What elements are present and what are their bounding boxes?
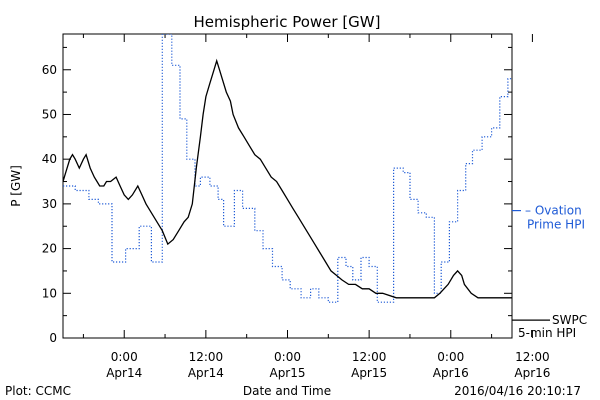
- x-tick-time-label: 0:00: [111, 350, 138, 364]
- y-tick-label: 40: [42, 152, 57, 166]
- y-tick-label: 10: [42, 286, 57, 300]
- x-tick-time-label: 12:00: [352, 350, 387, 364]
- timestamp: 2016/04/16 20:10:17: [454, 384, 581, 398]
- x-tick-time-label: 0:00: [274, 350, 301, 364]
- x-tick-date-label: Apr15: [269, 366, 305, 380]
- x-tick-date-label: Apr14: [188, 366, 224, 380]
- legend-ovation-label-line2: Prime HPI: [527, 218, 585, 232]
- y-tick-label: 30: [42, 197, 57, 211]
- x-tick-time-label: 12:00: [515, 350, 550, 364]
- plot-credit: Plot: CCMC: [5, 384, 71, 398]
- legend-swpc-label-line1: SWPC: [552, 313, 587, 327]
- chart-title: Hemispheric Power [GW]: [194, 13, 381, 31]
- x-tick-time-label: 0:00: [437, 350, 464, 364]
- y-tick-label: 20: [42, 242, 57, 256]
- legend-ovation-label-line1: – Ovation: [525, 204, 582, 218]
- x-tick-time-label: 12:00: [189, 350, 224, 364]
- x-tick-date-label: Apr14: [106, 366, 142, 380]
- x-axis-label: Date and Time: [243, 384, 331, 398]
- series-ovation-prime-line: [63, 34, 512, 303]
- y-tick-label: 60: [42, 63, 57, 77]
- legend: – Ovation Prime HPI SWPC 5-min HPI: [512, 204, 587, 340]
- x-tick-date-label: Apr15: [351, 366, 387, 380]
- y-tick-label: 0: [49, 331, 57, 345]
- x-tick-date-label: Apr16: [433, 366, 469, 380]
- x-axis: 0:00 Apr14 12:00 Apr14 0:00 Apr15 12:00 Apr15 0:…: [82, 34, 550, 380]
- plot-frame: [62, 33, 513, 339]
- series-swpc-line: [63, 58, 512, 299]
- x-tick-date-label: Apr16: [514, 366, 550, 380]
- y-axis: 0 10 20 30 40 50 60: [42, 46, 512, 345]
- y-tick-label: 50: [42, 107, 57, 121]
- legend-swpc-label-line2: 5-min HPI: [518, 326, 576, 340]
- y-axis-label: P [GW]: [9, 165, 23, 207]
